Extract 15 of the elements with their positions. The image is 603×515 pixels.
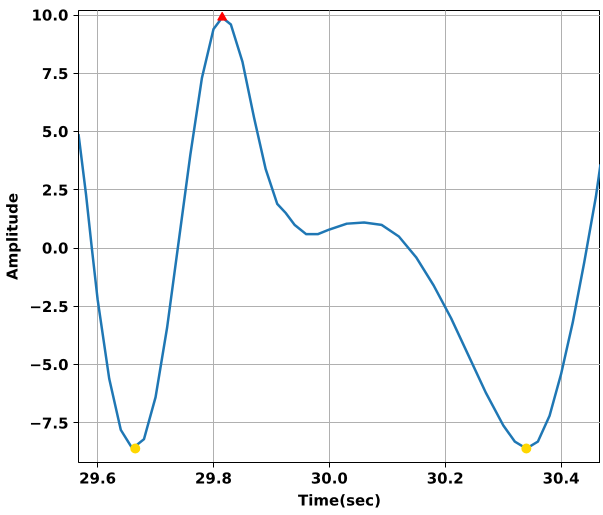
y-tick-label: 5.0 bbox=[42, 123, 69, 142]
x-tick-label: 29.6 bbox=[79, 470, 116, 488]
x-axis-title: Time(sec) bbox=[298, 492, 381, 510]
y-axis-title: Amplitude bbox=[3, 192, 22, 280]
y-tick-label: 7.5 bbox=[42, 64, 69, 83]
x-tick-label: 30.0 bbox=[310, 470, 348, 488]
y-tick-label: −7.5 bbox=[29, 414, 68, 432]
y-tick-label: −2.5 bbox=[29, 298, 68, 316]
x-tick-label: 30.4 bbox=[542, 470, 580, 488]
y-tick-label: 0.0 bbox=[42, 240, 69, 258]
y-tick-label: −5.0 bbox=[29, 356, 68, 374]
x-tick-label: 30.2 bbox=[426, 470, 464, 488]
y-tick-label: 10.0 bbox=[31, 6, 69, 25]
y-tick-label: 2.5 bbox=[42, 181, 69, 200]
x-tick-label: 29.8 bbox=[194, 470, 232, 488]
